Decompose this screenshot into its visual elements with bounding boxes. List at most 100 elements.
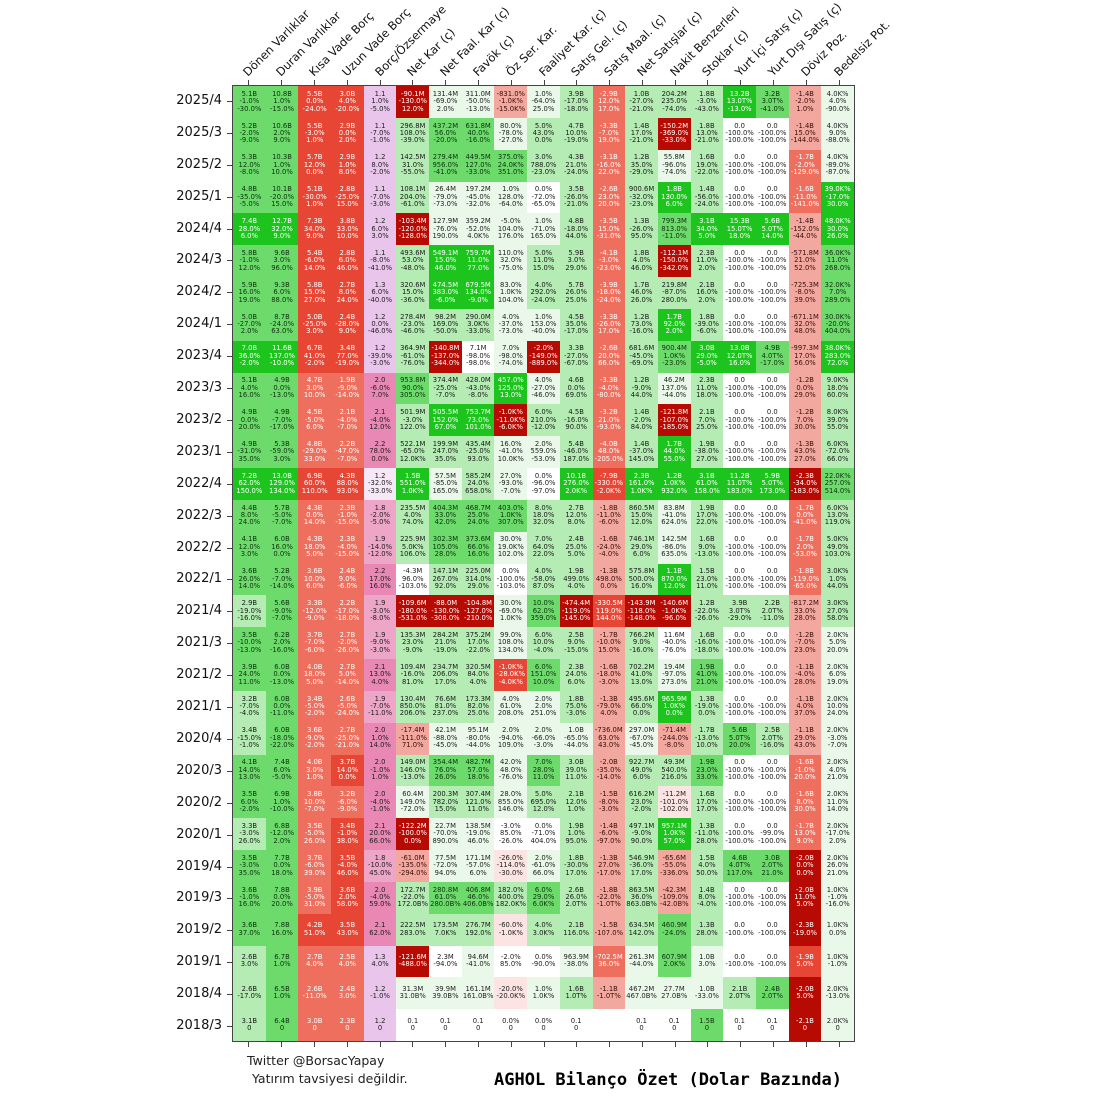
y-axis-tick (227, 451, 232, 453)
y-axis-tick (227, 164, 232, 166)
heatmap-cell-2018-3-col6: 0.1 0 (396, 1009, 430, 1041)
heatmap-cell-2022-2-col14: 142.5M -86.0% 635.0% (657, 531, 691, 564)
heatmap-cell-2023-3-col16: 0.0 -100.0% -100.0% (723, 372, 756, 405)
heatmap-cell-2022-4-col17: 5.9B 5.0T% 173.0% (755, 468, 789, 500)
row-label-2024-1: 2024/1 (176, 316, 222, 332)
heatmap-cell-2024-4-col10: 1.0% -71.0% 165.0% (527, 213, 560, 246)
heatmap-cell-2025-1-col6: 108.1M 204.0% -61.0% (396, 181, 430, 214)
heatmap-cell-2020-4-col10: 2.0% -66.0% -3.0% (527, 722, 560, 755)
heatmap-cell-2024-3-col5: 1.1 -8.0% -41.0% (363, 245, 397, 277)
heatmap-cell-2019-1-col19: 1.0K% -1.0% (821, 945, 854, 978)
heatmap-cell-2025-3-col6: 296.8M 108.0% -39.0% (396, 117, 430, 150)
x-axis-bottom-tick (740, 1042, 742, 1047)
heatmap-cell-2023-3-col5: 2.0 -6.0% 7.0% (363, 372, 397, 405)
heatmap-cell-2020-2-col2: 6.9B 1.0% -10.0% (265, 786, 299, 819)
y-axis-tick (227, 228, 232, 230)
heatmap-cell-2023-3-col7: 374.4M -25.0% -7.0% (429, 372, 462, 405)
heatmap-cell-2022-4-col2: 13.0B 129.0% 134.0% (265, 468, 299, 500)
heatmap-cell-2025-3-col13: 1.4B 17.0% -21.0% (625, 117, 658, 150)
footer-disclaimer: Yatırım tavsiyesi değildir. (252, 1071, 408, 1086)
heatmap-cell-2021-4-col3: 3.3B -12.0% -9.0% (298, 595, 332, 628)
heatmap-cell-2022-1-col13: 575.8M 500.0% 16.0% (625, 563, 658, 596)
heatmap-cell-2019-1-col12: -702.5M 36.0% (592, 945, 626, 978)
heatmap-cell-2023-1-col17: 0.0 -100.0% -100.0% (755, 436, 789, 468)
heatmap-cell-2024-2-col17: 0.0 -100.0% -100.0% (755, 277, 789, 309)
heatmap-cell-2020-3-col17: 0.0 -100.0% -100.0% (755, 754, 789, 787)
heatmap-cell-2020-4-col1: 3.4B -15.0% -1.0% (233, 722, 266, 755)
heatmap-cell-2025-4-col10: 1.0% -64.0% 25.0% (527, 86, 560, 118)
row-label-2022-2: 2022/2 (176, 539, 222, 555)
heatmap-cell-2020-2-col11: 2.1B 12.0% 1.0% (559, 786, 593, 819)
y-axis-tick (227, 643, 232, 645)
x-axis-top-tick (707, 80, 709, 85)
heatmap-cell-2021-1-col1: 3.2B -7.0% -4.0% (233, 690, 266, 723)
heatmap-cell-2025-2-col18: -1.7B -2.0% -129.0% (788, 149, 822, 182)
heatmap-cell-2021-4-col14: -140.6M -1.0K% -96.0% (657, 595, 691, 628)
heatmap-cell-2024-1-col17: 0.0 -100.0% -100.0% (755, 308, 789, 341)
row-label-2019-3: 2019/3 (176, 890, 222, 906)
heatmap-cell-2018-4-col13: 467.2M 467.0B% (625, 977, 658, 1010)
heatmap-cell-2022-4-col5: 1.2 -32.0% -33.0% (363, 468, 397, 500)
heatmap-cell-2022-1-col15: 1.5B 23.0% 11.0% (690, 563, 724, 596)
heatmap-cell-2024-1-col9: 4.0% -37.0% -73.0% (494, 308, 528, 341)
x-axis-top-tick (674, 80, 676, 85)
heatmap-cell-2021-4-col10: 10.0% 62.0% 359.0% (527, 595, 560, 628)
heatmap-cell-2022-1-col3: 3.6B 10.0% 6.0% (298, 563, 332, 596)
heatmap-cell-2025-2-col13: 1.2B 35.0% -29.0% (625, 149, 658, 182)
footer-twitter-handle: Twitter @BorsacYapay (247, 1053, 385, 1068)
heatmap-cell-2022-1-col9: 0.0% -100.0% -103.0% (494, 563, 528, 596)
heatmap-cell-2020-4-col19: 2.0K% -3.0% -7.0% (821, 722, 854, 755)
heatmap-cell-2023-1-col15: 1.9B -38.0% 27.0% (690, 436, 724, 468)
heatmap-cell-2021-1-col2: 6.0B 0.0% -11.0% (265, 690, 299, 723)
row-label-2024-2: 2024/2 (176, 284, 222, 300)
heatmap-cell-2023-1-col14: 1.7B 44.0% 55.0% (657, 436, 691, 468)
heatmap-cell-2023-3-col3: 4.7B 3.0% 10.0% (298, 372, 332, 405)
heatmap-cell-2019-2-col18: -2.3B -19.0% (788, 913, 822, 946)
heatmap-cell-2025-3-col7: 437.2M 56.0% -20.0% (429, 117, 462, 150)
heatmap-cell-2018-4-col16: 2.1B 2.0T% (723, 977, 756, 1010)
heatmap-cell-2024-3-col3: 5.4B -6.0% 14.0% (298, 245, 332, 277)
heatmap-cell-2024-1-col8: 290.0M 3.0K% -33.0% (461, 308, 495, 341)
heatmap-cell-2020-2-col16: 0.0 -100.0% -100.0% (723, 786, 756, 819)
heatmap-cell-2021-2-col12: -1.6B -18.0% -3.0% (592, 659, 626, 691)
heatmap-cell-2019-3-col4: 3.6B 2.0% 58.0% (331, 881, 364, 914)
heatmap-cell-2025-1-col19: 39.0K% -17.0% 30.0% (821, 181, 854, 214)
heatmap-cell-2021-1-col8: 173.3M 82.0% 25.0% (461, 690, 495, 723)
heatmap-cell-2021-3-col6: 135.3M 23.0% -9.0% (396, 627, 430, 659)
x-axis-top-tick (609, 80, 611, 85)
heatmap-cell-2025-2-col4: 2.9B 1.0% 8.0% (331, 149, 364, 182)
heatmap-cell-2024-1-col13: 1.2B 73.0% -16.0% (625, 308, 658, 341)
heatmap-cell-2021-4-col5: 1.9 -3.0% -8.0% (363, 595, 397, 628)
heatmap-cell-2025-2-col8: 449.5M 127.0% -33.0% (461, 149, 495, 182)
heatmap-cell-2022-2-col1: 4.1B 12.0% 3.0% (233, 531, 266, 564)
heatmap-cell-2021-1-col11: 1.8B 75.0% -3.0% (559, 690, 593, 723)
y-axis-tick (227, 132, 232, 134)
heatmap-cell-2019-1-col15: 1.0B 3.0% (690, 945, 724, 978)
row-label-2019-4: 2019/4 (176, 858, 222, 874)
row-label-2025-1: 2025/1 (176, 188, 222, 204)
row-label-2023-1: 2023/1 (176, 443, 222, 459)
heatmap-cell-2019-3-col3: 3.9B -5.0% 31.0% (298, 881, 332, 914)
heatmap-cell-2018-4-col4: 2.4B 3.0% (331, 977, 364, 1010)
heatmap-cell-2023-1-col4: 2.2B -47.0% -7.0% (331, 436, 364, 468)
heatmap-cell-2021-3-col12: -1.7B -10.0% 15.0% (592, 627, 626, 659)
heatmap-cell-2021-3-col19: 2.0K% 5.0% 20.0% (821, 627, 854, 659)
heatmap-cell-2019-1-col1: 2.6B 3.0% (233, 945, 266, 978)
heatmap-cell-2020-4-col6: -17.4M -111.0% 71.0% (396, 722, 430, 755)
heatmap-cell-2019-4-col11: 1.8B -30.0% 17.0% (559, 850, 593, 882)
heatmap-cell-2020-1-col13: 497.1M -9.0% 90.0% (625, 818, 658, 850)
heatmap-cell-2023-4-col1: 7.0B 36.0% -2.0% (233, 340, 266, 373)
heatmap-cell-2022-3-col10: 8.0% 18.0% 32.0% (527, 499, 560, 532)
heatmap-cell-2018-3-col7: 0.1 0 (429, 1009, 462, 1041)
y-axis-tick (227, 866, 232, 868)
x-axis-bottom-tick (412, 1042, 414, 1047)
heatmap-cell-2018-4-col8: 161.1M 161.0B% (461, 977, 495, 1010)
heatmap-cell-2018-3-col8: 0.1 0 (461, 1009, 495, 1041)
heatmap-cell-2022-3-col2: 5.7B -5.0% -7.0% (265, 499, 299, 532)
heatmap-cell-2025-1-col12: -2.6B 23.0% 20.0% (592, 181, 626, 214)
heatmap-cell-2025-2-col15: 1.6B 19.0% -22.0% (690, 149, 724, 182)
heatmap-cell-2025-1-col1: 4.8B -35.0% -5.0% (233, 181, 266, 214)
heatmap-cell-2019-4-col9: -26.0% -114.0% -30.0% (494, 850, 528, 882)
heatmap-cell-2020-3-col7: 354.4M 76.0% 26.0% (429, 754, 462, 787)
heatmap-cell-2025-1-col10: 0.0% -72.0% -65.0% (527, 181, 560, 214)
